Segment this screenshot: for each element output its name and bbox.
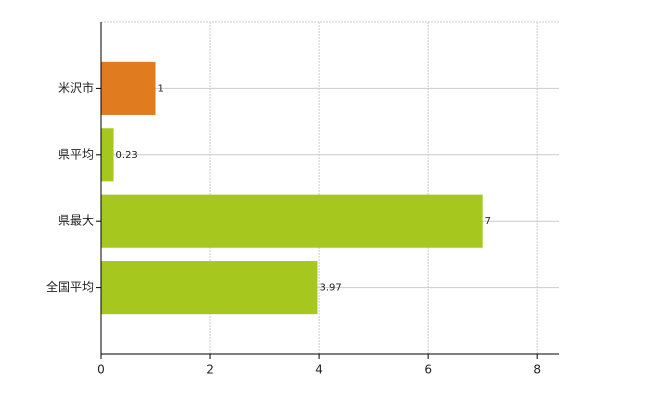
value-label: 3.97 (319, 283, 341, 294)
x-tick-label: 6 (424, 363, 432, 377)
bar (101, 194, 483, 248)
bar (101, 128, 114, 182)
x-tick-label: 4 (315, 363, 323, 377)
x-tick-label: 8 (533, 363, 541, 377)
y-tick-label: 米沢市 (58, 80, 94, 95)
x-tick-label: 2 (206, 363, 214, 377)
value-label: 0.23 (116, 150, 138, 161)
x-tick-label: 0 (97, 363, 105, 377)
bar (101, 61, 156, 115)
value-label: 7 (485, 216, 491, 227)
y-tick-label: 全国平均 (46, 279, 94, 294)
y-tick-label: 県平均 (58, 147, 94, 161)
bar (101, 261, 318, 315)
y-tick-label: 県最大 (58, 214, 94, 228)
value-label: 1 (158, 83, 164, 94)
